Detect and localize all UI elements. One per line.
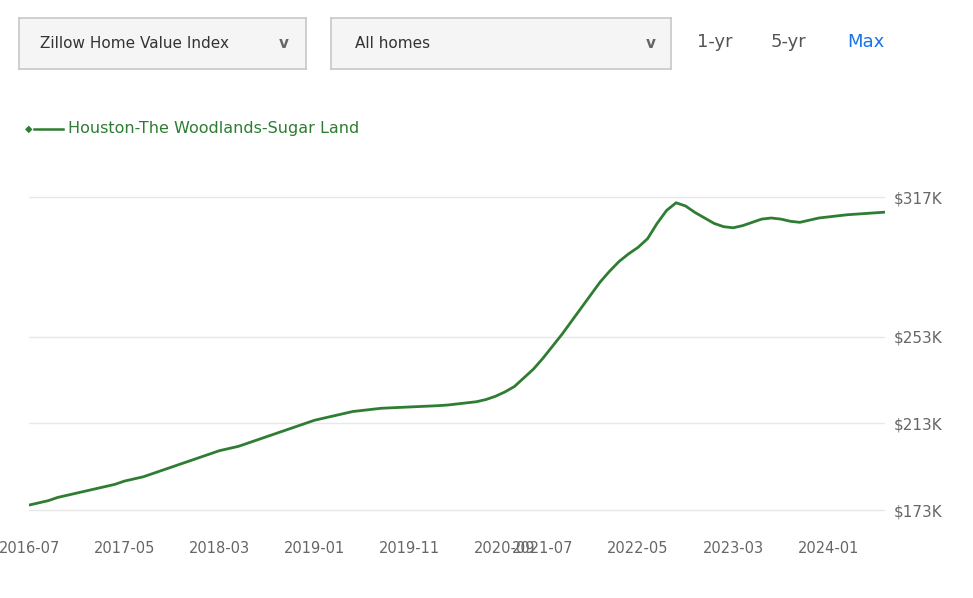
Text: 5-yr: 5-yr (771, 33, 806, 51)
Text: Zillow Home Value Index: Zillow Home Value Index (40, 36, 229, 51)
Text: v: v (646, 36, 656, 51)
Text: All homes: All homes (355, 36, 430, 51)
Text: v: v (278, 36, 289, 51)
Text: Houston-The Woodlands-Sugar Land: Houston-The Woodlands-Sugar Land (68, 121, 359, 136)
Text: Max: Max (847, 33, 884, 51)
Text: ◆: ◆ (25, 124, 33, 133)
Text: 1-yr: 1-yr (698, 33, 733, 51)
